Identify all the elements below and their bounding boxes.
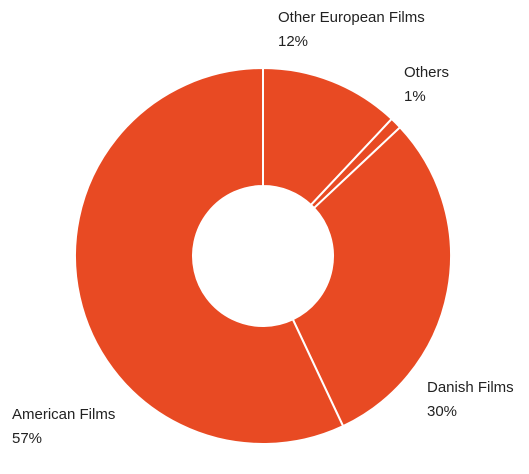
segment-label: American Films [12,406,115,423]
segment-label: Other European Films [278,9,425,26]
segment-value-label: 12% [278,33,308,50]
donut-segment [74,67,345,445]
donut-segment [291,126,452,428]
donut-segment [262,67,393,206]
segment-label: Others [404,64,449,81]
segment-value-label: 30% [427,403,457,420]
segment-label: Danish Films [427,379,514,396]
segment-value-label: 1% [404,88,426,105]
segment-value-label: 57% [12,430,42,447]
